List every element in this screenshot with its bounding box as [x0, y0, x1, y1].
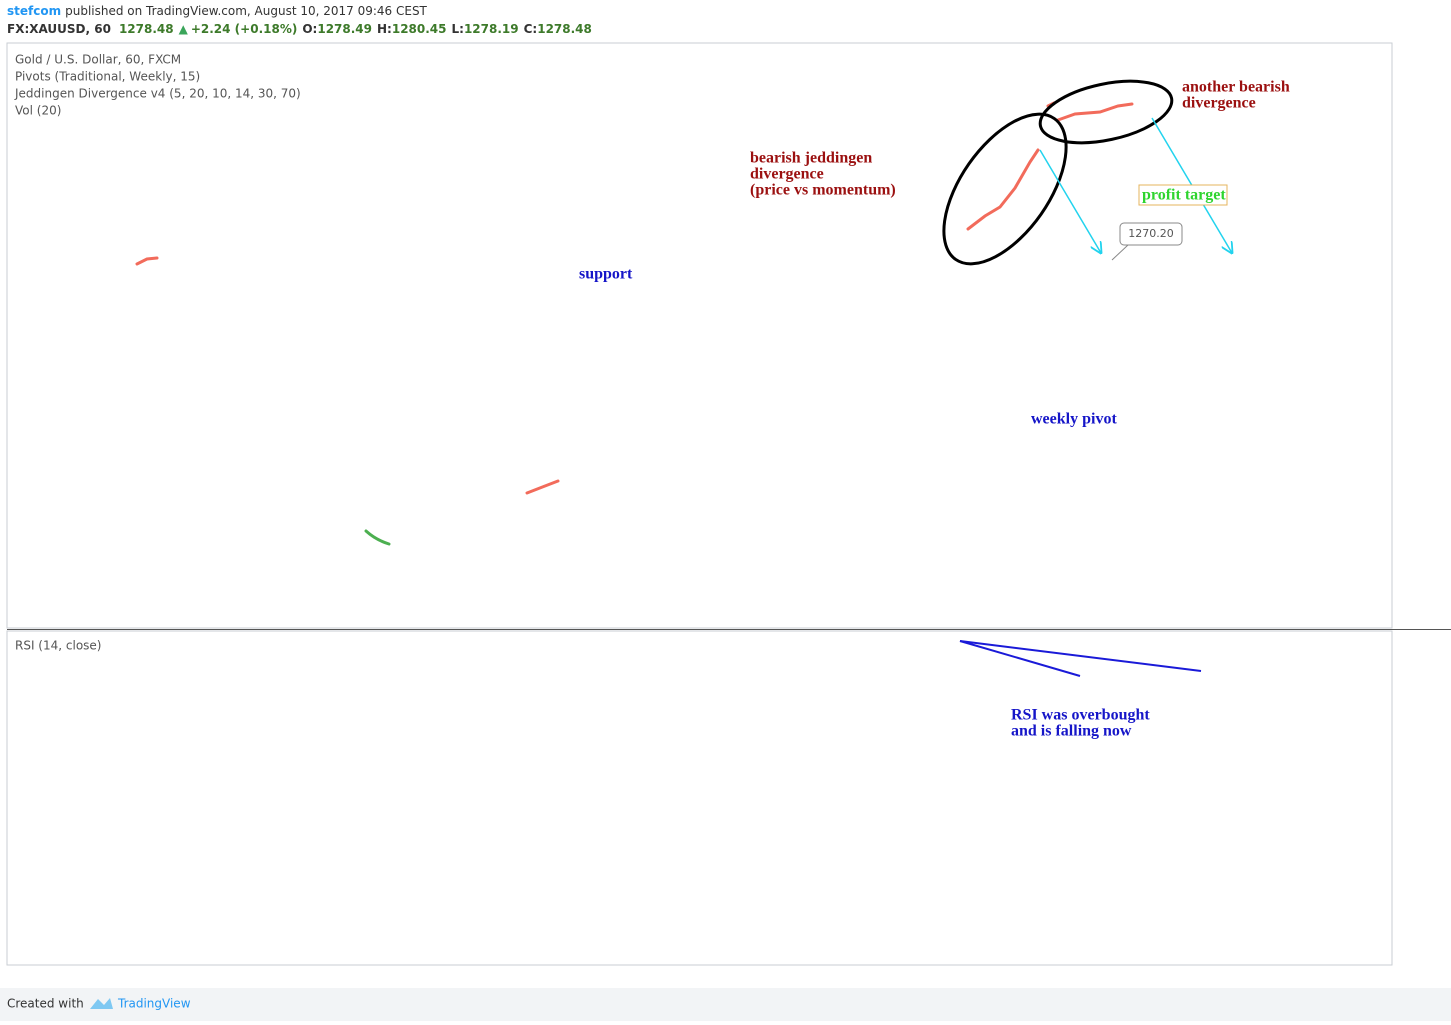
- legend-main: Gold / U.S. Dollar, 60, FXCM: [15, 53, 181, 67]
- legend-pivots: Pivots (Traditional, Weekly, 15): [15, 70, 200, 84]
- legend-rsi: RSI (14, close): [15, 639, 101, 653]
- trendline: [959, 640, 1081, 677]
- published: published on TradingView.com, August 10,…: [65, 4, 427, 18]
- divergence-segment: [135, 256, 159, 266]
- c-value: 1278.48: [537, 22, 592, 36]
- annotation: divergence: [750, 166, 824, 183]
- annotation: bearish jeddingen: [750, 150, 872, 167]
- h-label: H:: [377, 22, 392, 36]
- divergence-segment: [364, 529, 391, 546]
- h-value: 1280.45: [392, 22, 447, 36]
- callout-pointer: [1111, 244, 1129, 261]
- annotation: (price vs momentum): [750, 182, 896, 199]
- ellipse: [942, 112, 1068, 266]
- change: +2.24 (+0.18%): [191, 22, 298, 36]
- o-value: 1278.49: [317, 22, 372, 36]
- divergence-segment: [966, 148, 1040, 231]
- logo: [90, 998, 113, 1009]
- target-box: [1138, 184, 1228, 206]
- footer-brand[interactable]: TradingView: [117, 997, 191, 1011]
- c-label: C:: [524, 22, 538, 36]
- arrow: ▲: [179, 22, 189, 36]
- arrow: [1039, 149, 1101, 253]
- annotation: RSI was overbought: [1011, 707, 1150, 724]
- header-line: stefcom published on TradingView.com, Aug…: [7, 4, 428, 18]
- legend-volume: Vol (20): [15, 104, 61, 118]
- overlay: 1270.20 bearish jeddingen divergence (pr…: [135, 79, 1290, 740]
- annotation: and is falling now: [1011, 723, 1132, 740]
- last: 1278.48: [119, 22, 174, 36]
- l-value: 1278.19: [464, 22, 519, 36]
- annotation: another bearish: [1182, 79, 1290, 96]
- annotation: weekly pivot: [1031, 411, 1117, 428]
- annotation: divergence: [1182, 95, 1256, 112]
- symbol: FX:XAUUSD, 60: [7, 22, 111, 36]
- trendline: [959, 640, 1202, 672]
- footer-bar: [0, 988, 1451, 1021]
- annotation: profit target: [1142, 187, 1226, 204]
- author[interactable]: stefcom: [7, 4, 61, 18]
- legend-divergence: Jeddingen Divergence v4 (5, 20, 10, 14, …: [14, 87, 301, 101]
- callout-label: 1270.20: [1128, 227, 1174, 240]
- price-pane: [6, 42, 1393, 629]
- callout-box: [1119, 222, 1183, 246]
- divergence-segment: [525, 479, 560, 495]
- o-label: O:: [302, 22, 317, 36]
- symbol-line: FX:XAUUSD, 60 1278.48 ▲ +2.24 (+0.18%) O:127…: [7, 22, 592, 36]
- rsi-pane: [6, 630, 1393, 966]
- annotation: support: [579, 266, 633, 283]
- footer-text: Created with: [7, 997, 84, 1011]
- l-label: L:: [452, 22, 464, 36]
- ellipse: [1038, 79, 1174, 145]
